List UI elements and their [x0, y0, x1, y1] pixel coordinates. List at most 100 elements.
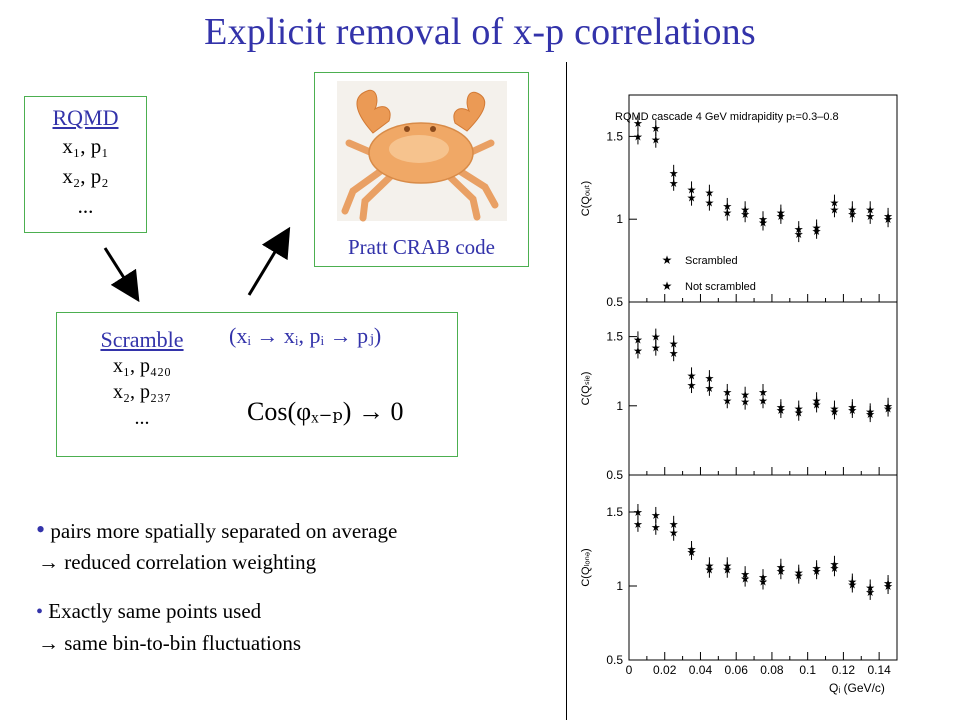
- scrambled-point: ★: [704, 373, 714, 385]
- not-scrambled-point: ★: [722, 208, 732, 220]
- rqmd-box: RQMD x₁, p₁ x₂, p₂ ...: [24, 96, 147, 233]
- scrambled-point: ★: [669, 168, 679, 180]
- panel-frame: [628, 94, 898, 303]
- not-scrambled-point: ★: [812, 226, 822, 238]
- x-tick-label: 0.08: [760, 663, 784, 677]
- scramble-box: Scramble x₁, p₄₂₀ x₂, p₂₃₇ ... (xᵢ → xᵢ,…: [56, 312, 458, 457]
- permutation-formula: (xᵢ → xᵢ, pᵢ → pⱼ): [229, 323, 382, 348]
- plot-svg: RQMD cascade 4 GeV midrapidity pₜ=0.3–0.…: [580, 94, 898, 695]
- rqmd-line-3: ...: [77, 194, 94, 218]
- not-scrambled-point: ★: [758, 218, 768, 230]
- x-tick-label: 0: [626, 663, 633, 677]
- not-scrambled-point: ★: [651, 135, 661, 147]
- scrambled-point: ★: [704, 188, 714, 200]
- arrow-scramble-to-crab: [247, 226, 291, 296]
- not-scrambled-point: ★: [740, 209, 750, 221]
- bullet-dot: •: [36, 515, 46, 544]
- not-scrambled-point: ★: [722, 395, 732, 407]
- not-scrambled-point: ★: [776, 211, 786, 223]
- not-scrambled-point: ★: [883, 404, 893, 416]
- not-scrambled-point: ★: [651, 343, 661, 355]
- y-tick-label: 0.5: [606, 653, 623, 667]
- y-axis-label: C(Qₛᵢₑ): [580, 372, 592, 406]
- not-scrambled-point: ★: [776, 566, 786, 578]
- scrambled-point: ★: [633, 507, 643, 519]
- scrambled-point: ★: [651, 510, 661, 522]
- not-scrambled-point: ★: [687, 380, 697, 392]
- arrow-rqmd-to-scramble: [103, 247, 140, 303]
- not-scrambled-point: ★: [633, 519, 643, 531]
- not-scrambled-point: ★: [740, 574, 750, 586]
- not-scrambled-point: ★: [704, 383, 714, 395]
- y-tick-label: 1.5: [606, 505, 623, 519]
- bullet-1-line-2: → reduced correlation weighting: [38, 550, 317, 574]
- not-scrambled-point: ★: [883, 581, 893, 593]
- bullet-dot: •: [36, 601, 44, 623]
- bullet-1-line-1: pairs more spatially separated on averag…: [50, 519, 398, 543]
- y-tick-label: 1.5: [606, 330, 623, 344]
- x-tick-label: 0.04: [689, 663, 713, 677]
- bullet-2: • Exactly same points used → same bin-to…: [36, 596, 301, 659]
- scramble-header: Scramble: [100, 327, 184, 352]
- y-tick-label: 1.5: [606, 129, 623, 143]
- scrambled-point: ★: [651, 332, 661, 344]
- cos-formula: Cos(φₓ₋ₚ) → 0: [247, 397, 404, 426]
- not-scrambled-point: ★: [794, 408, 804, 420]
- not-scrambled-point: ★: [830, 406, 840, 418]
- x-tick-label: 0.12: [832, 663, 856, 677]
- panel-frame: [628, 474, 898, 661]
- crab-icon: [337, 81, 507, 222]
- not-scrambled-point: ★: [669, 528, 679, 540]
- not-scrambled-point: ★: [794, 229, 804, 241]
- bullet-2-line-2: → same bin-to-bin fluctuations: [38, 631, 302, 655]
- not-scrambled-point: ★: [794, 571, 804, 583]
- not-scrambled-point: ★: [776, 405, 786, 417]
- y-tick-label: 0.5: [606, 468, 623, 482]
- not-scrambled-point: ★: [812, 566, 822, 578]
- scramble-line-2: x₂, p₂₃₇: [113, 381, 171, 403]
- crab-caption: Pratt CRAB code: [348, 235, 495, 259]
- not-scrambled-point: ★: [847, 405, 857, 417]
- y-axis-label: C(Qₒᵤₜ): [580, 181, 592, 216]
- x-tick-label: 0.02: [653, 663, 677, 677]
- y-tick-label: 1: [616, 212, 623, 226]
- scrambled-point: ★: [651, 123, 661, 135]
- not-scrambled-point: ★: [740, 397, 750, 409]
- not-scrambled-point: ★: [865, 409, 875, 421]
- y-tick-label: 0.5: [606, 295, 623, 309]
- y-tick-label: 1: [616, 399, 623, 413]
- slide-title: Explicit removal of x-p correlations: [204, 11, 756, 53]
- bullet-2-line-1: Exactly same points used: [48, 599, 262, 623]
- y-axis-label: C(Qₗₒₙₔ): [580, 548, 592, 586]
- not-scrambled-point: ★: [704, 198, 714, 210]
- legend-star: ★: [662, 279, 673, 293]
- not-scrambled-point: ★: [865, 211, 875, 223]
- scrambled-point: ★: [687, 370, 697, 382]
- x-axis-label: Qᵢ (GeV/c): [829, 681, 885, 695]
- correlation-plot: RQMD cascade 4 GeV midrapidity pₜ=0.3–0.…: [566, 62, 960, 720]
- crab-box: Pratt CRAB code: [314, 72, 529, 267]
- not-scrambled-point: ★: [883, 214, 893, 226]
- not-scrambled-point: ★: [704, 565, 714, 577]
- not-scrambled-point: ★: [865, 587, 875, 599]
- not-scrambled-point: ★: [847, 209, 857, 221]
- not-scrambled-point: ★: [633, 131, 643, 143]
- not-scrambled-point: ★: [722, 565, 732, 577]
- scramble-line-1: x₁, p₄₂₀: [113, 355, 171, 377]
- legend-label: Not scrambled: [685, 281, 756, 293]
- not-scrambled-point: ★: [633, 345, 643, 357]
- bullet-1: • pairs more spatially separated on aver…: [36, 514, 397, 578]
- not-scrambled-point: ★: [687, 547, 697, 559]
- rqmd-header: RQMD: [52, 105, 119, 130]
- not-scrambled-point: ★: [830, 563, 840, 575]
- rqmd-line-2: x₂, p₂: [62, 164, 109, 188]
- not-scrambled-point: ★: [812, 399, 822, 411]
- not-scrambled-point: ★: [651, 522, 661, 534]
- scrambled-point: ★: [633, 118, 643, 130]
- plot-title: RQMD cascade 4 GeV midrapidity pₜ=0.3–0.…: [615, 111, 839, 123]
- scrambled-point: ★: [669, 339, 679, 351]
- scrambled-point: ★: [633, 334, 643, 346]
- not-scrambled-point: ★: [669, 178, 679, 190]
- not-scrambled-point: ★: [669, 348, 679, 360]
